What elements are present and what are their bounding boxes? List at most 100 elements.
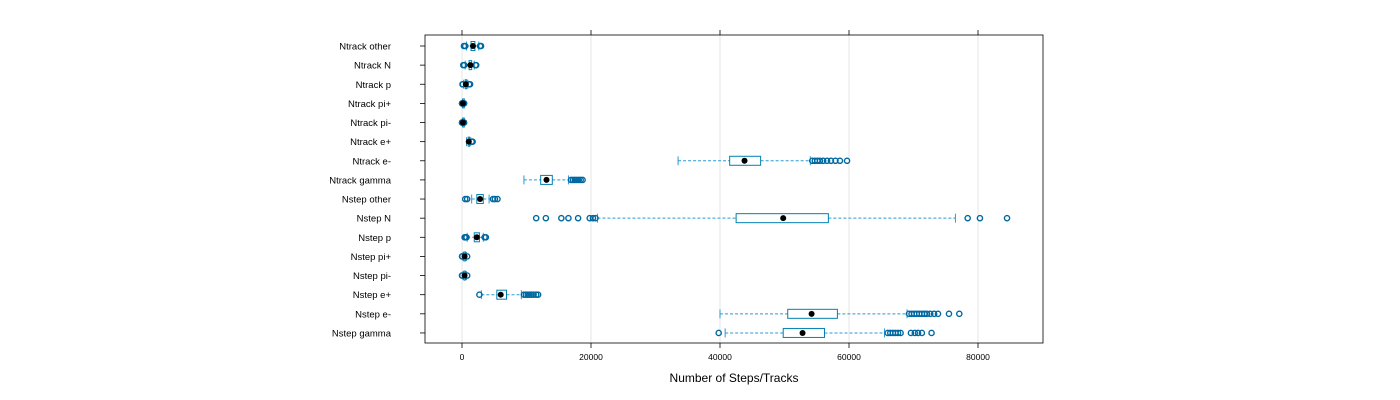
plot-frame (424, 34, 1044, 344)
category-label: Nstep e+ (353, 290, 392, 301)
outlier-point (715, 329, 723, 337)
outlier-point (964, 214, 971, 222)
outlier-point (463, 195, 471, 203)
x-tick-label: 0 (460, 352, 465, 362)
median-point (459, 119, 466, 126)
outlier-point (918, 329, 926, 337)
outlier-point (494, 195, 501, 203)
box-ntrack-e- (677, 155, 851, 166)
outlier-point (592, 214, 599, 222)
outlier-point (579, 176, 586, 184)
outlier-point (816, 157, 824, 165)
outlier-point (491, 195, 499, 203)
outlier-point (460, 61, 468, 69)
outlier-point (463, 233, 470, 241)
outlier-point (819, 157, 827, 165)
category-labels: Ntrack other Ntrack N Ntrack p Ntrack pi+ Nt… (329, 42, 425, 339)
outlier-point (532, 214, 540, 222)
median-point (461, 253, 468, 260)
median-point (462, 81, 469, 88)
outlier-point (589, 214, 597, 222)
median-point (465, 138, 472, 145)
outlier-point (911, 329, 919, 337)
category-label: Ntrack other (339, 42, 391, 53)
category-label: Nstep gamma (332, 328, 392, 339)
box-ntrack-n (459, 60, 480, 71)
median-point (461, 272, 468, 279)
x-tick-label: 60000 (837, 352, 861, 362)
median-point (543, 176, 550, 183)
category-label: Ntrack e+ (350, 137, 391, 148)
outlier-point (894, 329, 902, 337)
category-label: Nstep N (357, 214, 391, 225)
outlier-point (565, 214, 572, 222)
grid-lines (461, 35, 979, 343)
outlier-point (897, 329, 904, 337)
outlier-point (823, 157, 831, 165)
box-nstep-pi- (458, 270, 471, 281)
outlier-point (923, 310, 931, 318)
box-nstep-pi- (458, 251, 471, 262)
median-point (741, 157, 748, 164)
box-ntrack-gamma (523, 174, 586, 185)
box-ntrack-e- (465, 136, 476, 147)
outlier-point (945, 310, 953, 318)
outlier-point (914, 329, 922, 337)
outlier-point (928, 329, 935, 337)
median-point (799, 329, 806, 336)
outlier-point (472, 61, 480, 69)
box-nstep-gamma (715, 327, 935, 338)
outlier-point (843, 157, 851, 165)
outlier-point (461, 42, 469, 50)
outlier-point (476, 291, 483, 298)
outlier-point (482, 233, 490, 241)
box-ntrack-pi- (458, 98, 468, 109)
box-nstep-e- (719, 308, 963, 319)
outlier-point (574, 214, 582, 222)
median-point (497, 291, 504, 298)
median-point (780, 215, 787, 222)
outlier-point (1003, 214, 1011, 222)
median-point (808, 310, 815, 317)
outlier-point (926, 310, 934, 318)
category-label: Nstep e- (355, 309, 391, 320)
category-label: Ntrack p (356, 80, 391, 91)
median-point (459, 100, 466, 107)
outlier-point (558, 214, 565, 222)
outlier-point (542, 214, 550, 222)
category-label: Ntrack N (354, 61, 391, 72)
category-label: Nstep other (342, 195, 391, 206)
box-nstep-e- (476, 289, 542, 300)
outlier-point (934, 310, 942, 318)
x-tick-label: 20000 (579, 352, 603, 362)
x-tick-label: 40000 (708, 352, 732, 362)
median-point (467, 62, 474, 69)
category-label: Ntrack gamma (329, 175, 391, 186)
x-axis: 0 20000 40000 60000 80000 (460, 30, 990, 362)
category-label: Ntrack pi+ (348, 99, 391, 110)
outlier-point (836, 157, 844, 165)
x-tick-label: 80000 (966, 352, 990, 362)
box-ntrack-pi- (458, 117, 468, 128)
median-point (473, 234, 480, 241)
outlier-point (907, 329, 915, 337)
category-label: Nstep pi- (353, 271, 391, 282)
category-label: Nstep pi+ (351, 252, 392, 263)
box-nstep-other (461, 194, 501, 205)
boxes (458, 41, 1011, 338)
box-ntrack-p (459, 79, 474, 90)
outlier-point (477, 42, 485, 50)
outlier-point (534, 291, 542, 298)
box-nstep-p (461, 232, 490, 243)
outlier-point (930, 310, 938, 318)
outlier-point (955, 310, 963, 318)
x-axis-title: Number of Steps/Tracks (670, 371, 799, 385)
box-nstep-n (532, 213, 1011, 224)
category-label: Ntrack pi- (350, 118, 391, 129)
box-ntrack-other (460, 41, 485, 51)
category-label: Nstep p (358, 233, 391, 244)
median-point (469, 43, 476, 49)
median-point (477, 196, 484, 203)
outlier-point (976, 214, 984, 222)
